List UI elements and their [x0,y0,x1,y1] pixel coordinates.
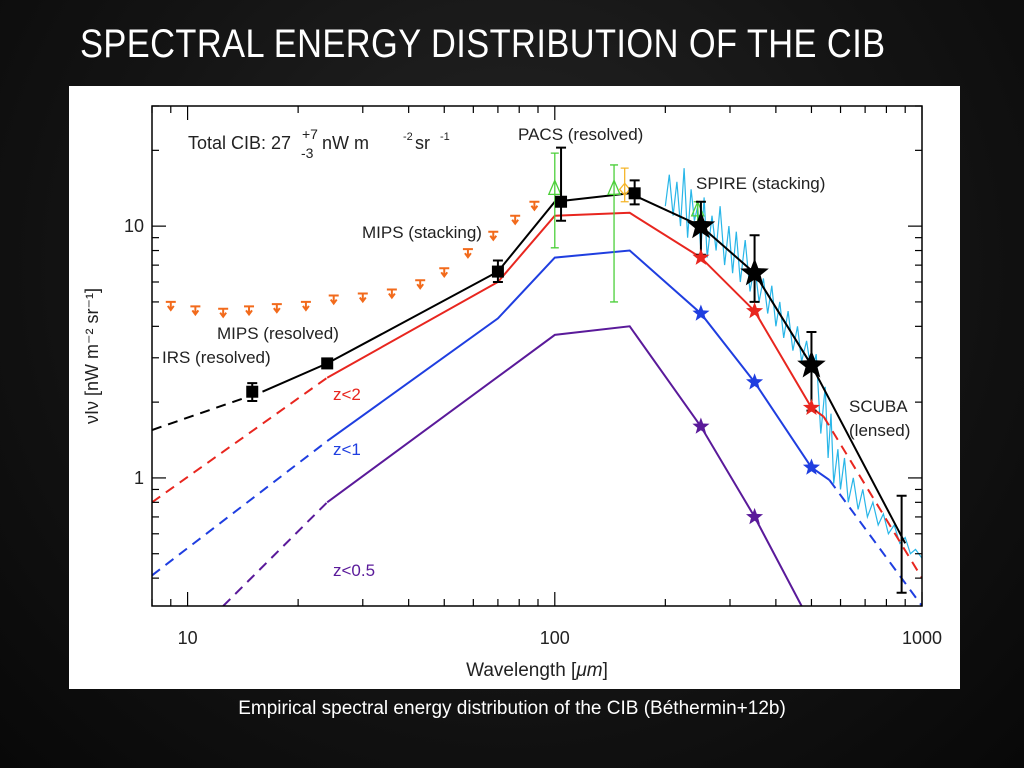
total-cib-exp2: -1 [440,131,450,143]
data-square-marker [555,195,568,208]
series-z2-line [326,211,825,418]
data-square-marker [246,385,259,398]
sed-chart: 10 100 1000 1 10 Total CIB: 27 +7 -3 nW m -2… [82,105,942,681]
figure-caption: Empirical spectral energy distribution o… [238,698,786,719]
upper-limit-marker [488,230,499,242]
upper-limit-marker [271,303,282,314]
upper-limit-marker [415,279,426,290]
upper-limit-marker [165,300,176,312]
square-error-bar [556,146,567,222]
x-tick-label: 100 [540,628,570,648]
data-star-marker [740,258,769,286]
green-triangle-marker [607,178,622,195]
figure-panel: 10 100 1000 1 10 Total CIB: 27 +7 -3 nW m -2… [69,86,960,689]
series-z1-line [326,249,831,481]
model-star-marker [746,507,764,525]
x-tick-label: 1000 [902,628,942,648]
data-square-marker [491,265,504,278]
upper-limit-marker [386,288,397,300]
green-error-bar [550,152,559,249]
total-cib-exp1: -2 [403,131,413,143]
series-z1-dashed [152,440,328,577]
scuba-lensed-label: (lensed) [849,421,910,440]
z2-label: z<2 [333,385,361,404]
data-square-marker [628,187,641,200]
upper-limit-marker [300,300,311,312]
yellow-error-bar [620,167,629,203]
model-star-marker [802,458,820,475]
model-star-marker [802,398,820,415]
model-star-marker [746,373,764,390]
upper-limit-marker [462,248,473,259]
z1-label: z<1 [333,440,361,459]
pacs-label: PACS (resolved) [518,125,643,144]
model-star-marker [692,417,710,434]
green-triangle-marker [547,178,562,195]
total-cib-sr: sr [415,133,430,153]
upper-limit-marker [218,307,229,319]
mips-stacking-label: MIPS (stacking) [362,223,482,242]
upper-limit-marker [510,214,521,226]
total-cib-unit: nW m [322,133,369,153]
spire-label: SPIRE (stacking) [696,174,825,193]
model-star-marker [692,248,710,265]
x-axis-title: Wavelength [μm] [466,660,608,681]
scuba-error-bar [896,494,907,594]
y-axis-title: νIν [nW m⁻² sr⁻¹] [82,288,102,424]
model-star-marker [746,302,764,319]
total-cib-minus: -3 [301,145,314,161]
data-star-marker [797,350,826,378]
irs-label: IRS (resolved) [162,348,271,367]
series-z2-dashed [152,376,328,504]
series-z2-dashed-tail [822,416,922,579]
model-star-marker [692,304,710,321]
series-z05-dashed [222,501,328,606]
upper-limit-marker [328,294,339,306]
x-tick-label: 10 [178,628,198,648]
upper-limit-marker [529,200,540,212]
yellow-diamond-marker [618,182,631,197]
green-error-bar [610,164,619,303]
data-star-marker [686,211,716,239]
y-tick-label: 1 [134,468,144,488]
y-tick-label: 10 [124,216,144,236]
slide-title: SPECTRAL ENERGY DISTRIBUTION OF THE CIB [80,22,886,66]
total-cib-label: Total CIB: 27 [188,133,291,153]
upper-limit-marker [190,305,201,317]
mips-resolved-label: MIPS (resolved) [217,324,339,343]
total-cib-plus: +7 [302,126,318,142]
upper-limit-marker [439,267,450,278]
series-total-dashed [152,390,263,431]
series-z1-dashed-tail [828,479,922,606]
scuba-label: SCUBA [849,397,908,416]
series-z05-line [326,325,803,606]
data-square-marker [321,357,334,370]
z05-label: z<0.5 [333,561,375,580]
upper-limit-marker [357,292,368,304]
plot-frame [151,105,923,607]
upper-limit-marker [244,305,255,317]
